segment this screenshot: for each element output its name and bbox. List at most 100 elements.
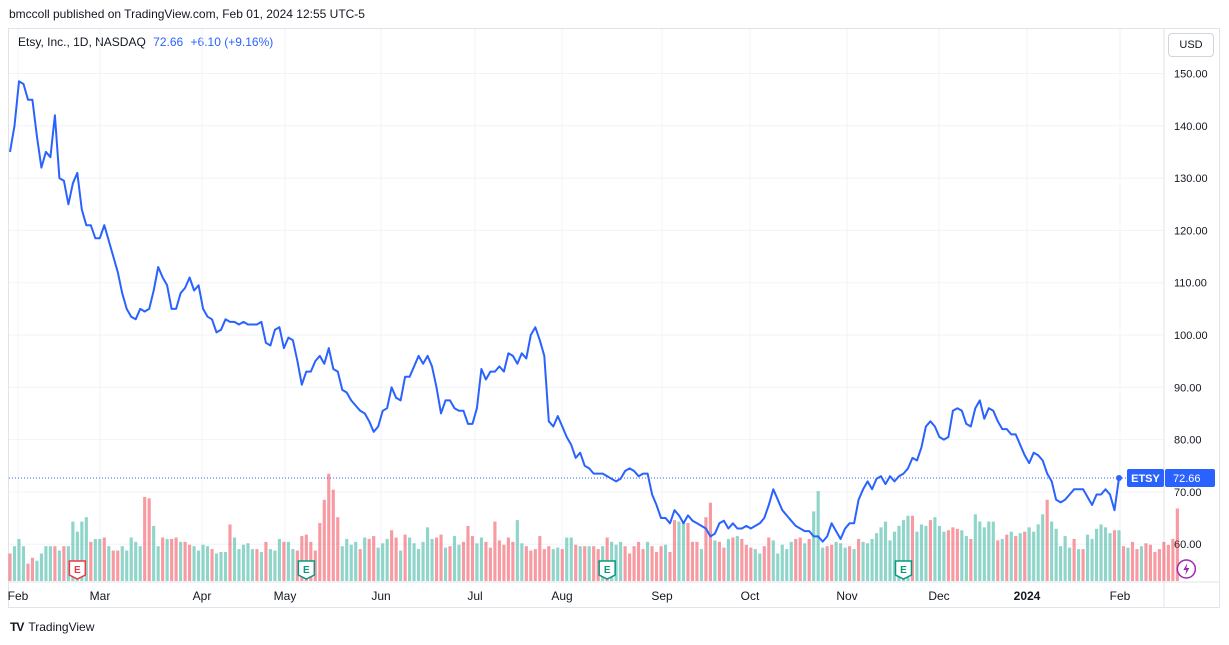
volume-bar (48, 546, 52, 581)
volume-bar (686, 523, 690, 581)
earnings-marker-shape (894, 560, 913, 580)
volume-bar (852, 549, 856, 581)
volume-bar (1068, 547, 1072, 581)
currency-button[interactable]: USD (1168, 33, 1214, 57)
volume-bar (488, 547, 492, 581)
volume-bar (901, 520, 906, 581)
volume-bar (511, 541, 515, 581)
volume-bar (331, 489, 335, 581)
volume-bar (982, 527, 986, 581)
volume-bar (417, 549, 421, 581)
volume-bar (264, 541, 268, 581)
volume-bar (1108, 533, 1112, 581)
volume-bar (1144, 543, 1148, 581)
volume-bar (695, 541, 699, 581)
volume-bar (1036, 524, 1040, 581)
volume-bar (183, 541, 187, 581)
volume-bar (672, 520, 677, 581)
volume-bar (973, 514, 977, 581)
last-price: 72.66 (153, 35, 184, 49)
earnings-marker-label: E (604, 565, 611, 576)
volume-bar (978, 521, 982, 581)
volume-bar (223, 552, 228, 581)
last-price-point (1116, 474, 1122, 481)
volume-bar (924, 525, 928, 581)
volume-bar (699, 549, 704, 581)
y-tick-label: 80.00 (1174, 435, 1202, 447)
volume-bar (717, 541, 721, 581)
volume-bar (955, 528, 959, 581)
volume-bar (538, 536, 542, 581)
volume-bar (614, 544, 618, 581)
symbol-legend[interactable]: Etsy, Inc., 1D, NASDAQ 72.66 +6.10 (+9.1… (18, 35, 273, 49)
volume-bar (708, 502, 712, 581)
volume-bar (179, 541, 183, 581)
volume-bar (340, 546, 344, 581)
volume-bar (780, 544, 784, 581)
volume-bar (704, 517, 708, 581)
volume-bar (569, 537, 573, 581)
x-tick-label: Sep (651, 589, 673, 603)
volume-bar (619, 541, 623, 581)
volume-bar (291, 549, 295, 581)
volume-bar (1072, 538, 1076, 581)
volume-bar (385, 538, 389, 581)
volume-bar (165, 538, 169, 581)
volume-bar (268, 549, 272, 581)
volume-bar (1157, 549, 1161, 581)
volume-bar (273, 550, 277, 581)
volume-bar (1077, 549, 1081, 581)
volume-bar (75, 531, 79, 581)
y-tick-label: 60.00 (1174, 539, 1202, 551)
volume-bar (798, 537, 802, 581)
volume-bar (1063, 536, 1067, 581)
volume-bar (30, 557, 35, 581)
volume-bar (322, 499, 326, 581)
volume-bar (300, 536, 304, 581)
volume-bar (874, 533, 879, 581)
volume-bar (376, 547, 380, 581)
volume-bar (1009, 531, 1013, 581)
volume-bar (1148, 544, 1153, 581)
volume-bar (663, 544, 668, 581)
volume-bar (53, 546, 57, 581)
volume-bar (574, 544, 578, 581)
volume-bar (605, 537, 609, 581)
volume-bar (892, 531, 897, 581)
tradingview-logo-icon[interactable]: TV (10, 620, 24, 634)
y-tick-label: 90.00 (1174, 382, 1202, 394)
volume-bar (107, 546, 111, 581)
earnings-marker-icon: E (68, 560, 87, 580)
volume-bar (44, 546, 48, 581)
volume-bar (318, 523, 322, 581)
earnings-marker-shape (598, 560, 616, 580)
x-tick-label: Mar (90, 589, 111, 603)
volume-bar (17, 538, 21, 581)
volume-bar (197, 550, 201, 581)
volume-bar (313, 550, 317, 581)
volume-bar (659, 546, 663, 581)
volume-bar (1126, 547, 1130, 581)
volume-bar (295, 550, 299, 581)
lightning-bolt-shape (1183, 563, 1190, 575)
volume-bar (304, 534, 308, 581)
volume-bar (71, 521, 75, 581)
volume-bar (205, 546, 210, 581)
volume-bar (645, 541, 650, 581)
volume-bar (529, 550, 533, 581)
volume-bar (1085, 534, 1090, 581)
volume-bar (681, 521, 686, 581)
volume-bar (241, 544, 246, 581)
price-tag-bg (1165, 468, 1215, 487)
x-tick-label: Feb (1110, 589, 1131, 603)
chart-frame (8, 28, 1220, 608)
volume-bar (1162, 541, 1166, 581)
volume-bar (785, 549, 789, 581)
volume-bar (408, 537, 412, 581)
volume-bar (502, 544, 506, 581)
volume-bar (98, 538, 102, 581)
volume-bar (457, 544, 461, 581)
price-change: +6.10 (+9.16%) (190, 35, 274, 49)
y-tick-label: 120.00 (1174, 225, 1208, 237)
